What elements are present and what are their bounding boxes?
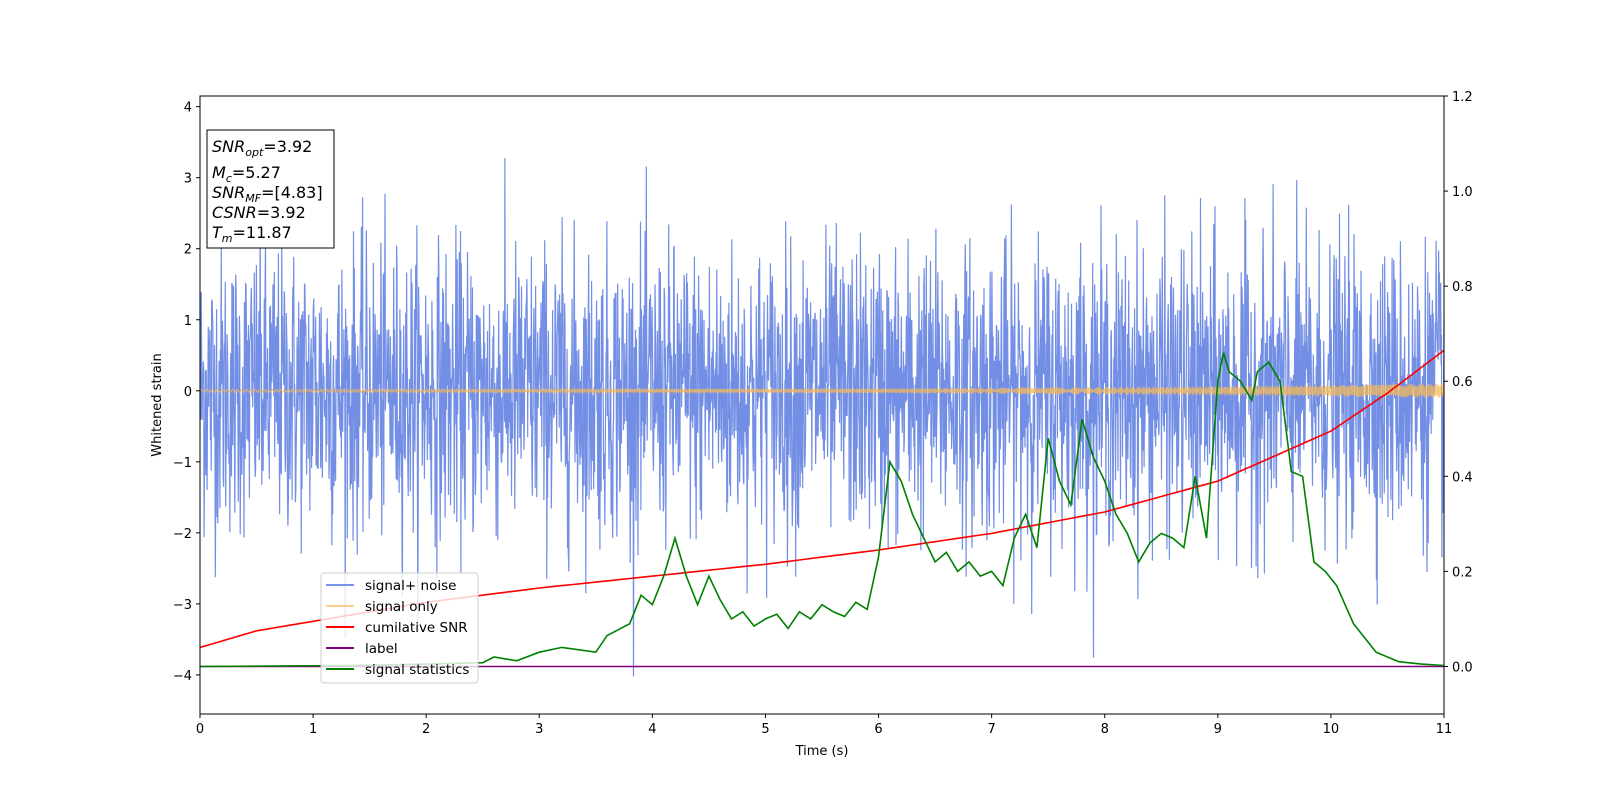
y-tick-label: −1 [173, 456, 192, 471]
stats-symbol: SNR [212, 137, 245, 156]
y-tick-label: 4 [184, 101, 192, 116]
x-axis-ticks: 0 1 2 3 4 5 6 7 8 9 10 11 [196, 714, 1452, 737]
x-tick-label: 0 [196, 722, 204, 737]
y-tick-label: 3 [184, 172, 192, 187]
y2-tick-label: 0.0 [1452, 660, 1473, 675]
x-tick-label: 6 [874, 722, 882, 737]
stats-value: =5.27 [232, 163, 281, 182]
legend-label: signal+ noise [365, 578, 456, 594]
y-axis-label: Whitened strain [150, 353, 165, 456]
plot-frame [199, 95, 1445, 715]
stats-line: CSNR=3.92 [212, 203, 306, 222]
legend-frame [320, 572, 479, 684]
stats-box: SNRopt=3.92Mc=5.27SNRMF=[4.83]CSNR=3.92T… [206, 129, 335, 249]
y-axis-ticks: 4 3 2 1 0 −1 −2 −3 −4 [173, 101, 200, 684]
stats-subscript: m [222, 232, 233, 245]
stats-subscript: opt [245, 146, 264, 159]
legend-label: cumilative SNR [365, 620, 468, 636]
stats-symbol: SNR [212, 183, 245, 202]
stats-box-frame [206, 129, 335, 249]
stats-value: =11.87 [233, 223, 292, 242]
y-tick-label: 1 [184, 314, 192, 329]
legend-items: signal+ noise signal only cumilative SNR la… [326, 578, 469, 678]
stats-line: SNRopt=3.92 [212, 137, 312, 159]
stats-value: =3.92 [263, 137, 312, 156]
y-tick-label: −2 [173, 527, 192, 542]
x-tick-label: 3 [535, 722, 543, 737]
y2-tick-label: 1.2 [1452, 90, 1473, 105]
stats-symbol: T [212, 223, 223, 242]
y2-axis-ticks: 0.0 0.2 0.4 0.6 0.8 1.0 1.2 [1444, 90, 1473, 675]
x-axis-label: Time (s) [795, 744, 849, 759]
y2-tick-label: 1.0 [1452, 185, 1473, 200]
y2-tick-label: 0.8 [1452, 280, 1473, 295]
x-tick-label: 10 [1323, 722, 1340, 737]
y2-tick-label: 0.6 [1452, 375, 1473, 390]
series-signal-only [199, 383, 1445, 398]
legend-label: label [365, 641, 398, 657]
x-tick-label: 2 [422, 722, 430, 737]
y-tick-label: −4 [173, 669, 192, 684]
x-tick-label: 9 [1214, 722, 1222, 737]
x-tick-label: 4 [648, 722, 656, 737]
y-tick-label: 2 [184, 243, 192, 258]
legend-label: signal only [365, 599, 438, 615]
stats-value: =3.92 [257, 203, 306, 222]
y2-tick-label: 0.2 [1452, 565, 1473, 580]
x-tick-label: 11 [1436, 722, 1453, 737]
stats-line: SNRMF=[4.83] [212, 183, 323, 205]
series-signal-noise [199, 158, 1445, 677]
stats-lines: SNRopt=3.92Mc=5.27SNRMF=[4.83]CSNR=3.92T… [212, 137, 323, 245]
legend: signal+ noise signal only cumilative SNR la… [320, 572, 479, 684]
x-tick-label: 7 [987, 722, 995, 737]
stats-subscript: MF [245, 192, 261, 205]
x-tick-label: 8 [1101, 722, 1109, 737]
y-tick-label: 0 [184, 385, 192, 400]
stats-value: =[4.83] [261, 183, 323, 202]
series-signal-statistics [199, 352, 1445, 668]
y-tick-label: −3 [173, 598, 192, 613]
stats-subscript: c [226, 172, 232, 185]
x-tick-label: 5 [761, 722, 769, 737]
stats-symbol: CSNR [212, 203, 257, 222]
stats-line: Mc=5.27 [212, 163, 281, 185]
y2-tick-label: 0.4 [1452, 470, 1473, 485]
x-tick-label: 1 [309, 722, 317, 737]
stats-line: Tm=11.87 [212, 223, 292, 245]
stats-symbol: M [212, 163, 226, 182]
legend-label: signal statistics [365, 662, 469, 678]
